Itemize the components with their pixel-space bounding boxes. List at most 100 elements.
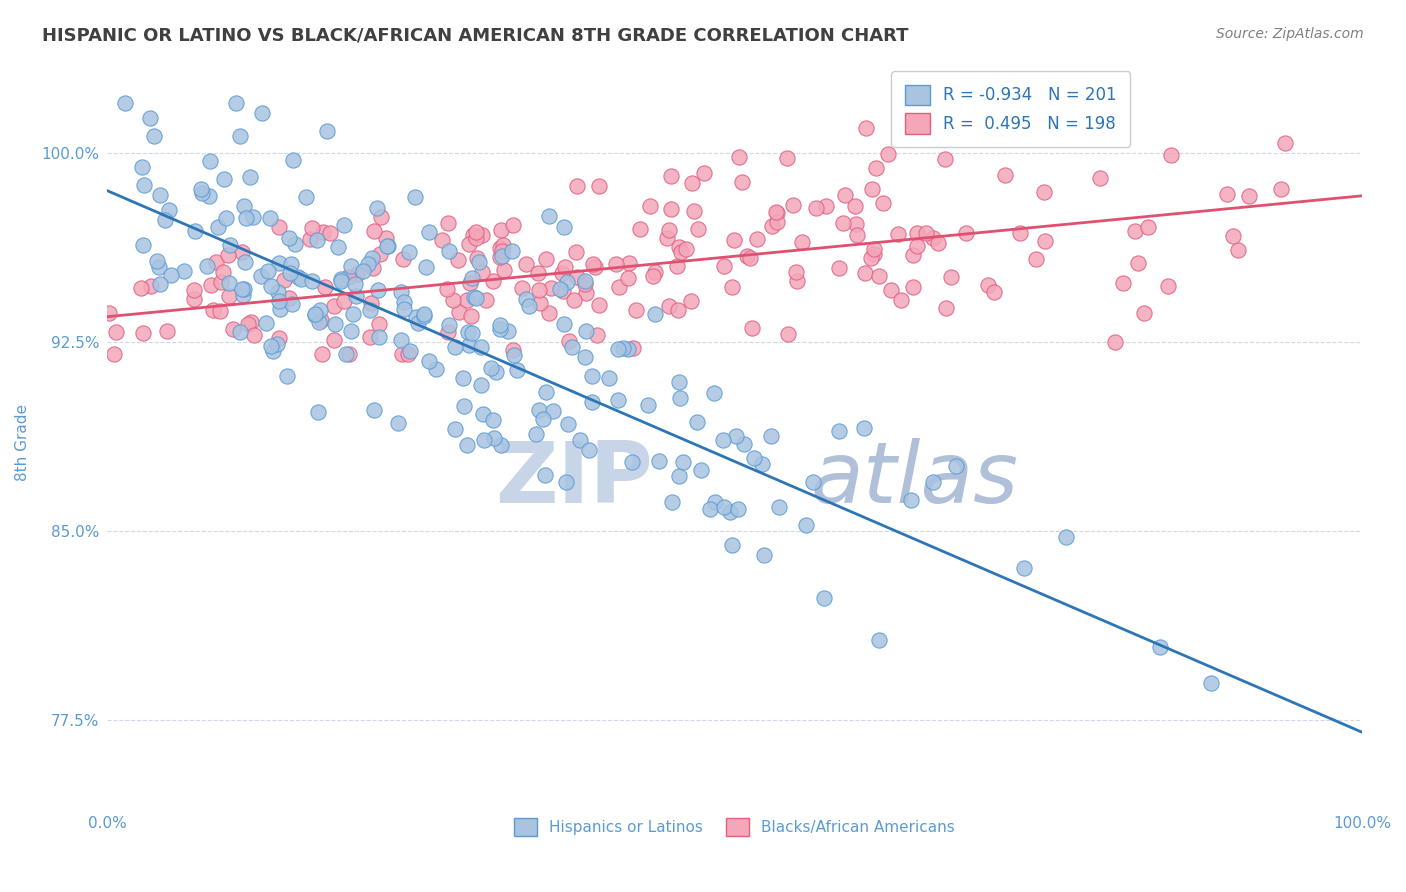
Point [326, 240, 349, 254]
Point [565, 269, 588, 284]
Point [628, 221, 651, 235]
Point [457, 236, 479, 251]
Text: atlas: atlas [810, 438, 1018, 521]
Point [311, 347, 333, 361]
Point [934, 152, 956, 166]
Point [1149, 640, 1171, 655]
Point [336, 269, 359, 284]
Point [191, 186, 214, 200]
Point [617, 342, 640, 356]
Point [682, 204, 704, 219]
Point [935, 301, 957, 315]
Point [578, 442, 600, 457]
Point [794, 517, 817, 532]
Point [129, 281, 152, 295]
Point [491, 438, 513, 452]
Point [212, 172, 235, 186]
Point [675, 242, 697, 256]
Point [1160, 147, 1182, 161]
Point [471, 265, 494, 279]
Point [375, 238, 398, 252]
Point [741, 320, 763, 334]
Point [389, 334, 412, 348]
Point [242, 210, 264, 224]
Point [863, 246, 886, 260]
Point [278, 291, 301, 305]
Point [346, 268, 368, 282]
Point [470, 340, 492, 354]
Point [202, 303, 225, 318]
Point [361, 260, 384, 275]
Point [537, 305, 560, 319]
Point [236, 317, 259, 331]
Point [444, 422, 467, 436]
Point [148, 260, 170, 274]
Point [149, 188, 172, 202]
Point [463, 227, 485, 242]
Point [804, 201, 827, 215]
Point [465, 231, 488, 245]
Point [389, 285, 412, 300]
Point [198, 154, 221, 169]
Point [939, 270, 962, 285]
Point [555, 276, 578, 290]
Point [561, 340, 583, 354]
Point [280, 257, 302, 271]
Point [153, 213, 176, 227]
Point [209, 303, 232, 318]
Point [267, 219, 290, 234]
Point [668, 239, 690, 253]
Point [661, 495, 683, 509]
Point [1216, 187, 1239, 202]
Point [557, 417, 579, 432]
Point [200, 277, 222, 292]
Point [240, 315, 263, 329]
Point [479, 360, 502, 375]
Point [231, 282, 253, 296]
Point [860, 182, 883, 196]
Point [312, 225, 335, 239]
Point [834, 188, 856, 202]
Point [361, 252, 384, 266]
Point [515, 292, 537, 306]
Point [643, 269, 665, 284]
Point [568, 434, 591, 448]
Point [485, 365, 508, 379]
Point [554, 475, 576, 490]
Point [396, 347, 419, 361]
Point [621, 454, 644, 468]
Point [503, 348, 526, 362]
Point [461, 271, 484, 285]
Point [103, 347, 125, 361]
Point [725, 429, 748, 443]
Point [517, 299, 540, 313]
Point [551, 266, 574, 280]
Point [855, 120, 877, 135]
Point [502, 218, 524, 232]
Point [367, 317, 389, 331]
Point [845, 228, 868, 243]
Point [553, 317, 575, 331]
Point [363, 224, 385, 238]
Point [538, 209, 561, 223]
Point [464, 291, 486, 305]
Point [865, 161, 887, 176]
Point [319, 226, 342, 240]
Point [344, 277, 367, 291]
Point [415, 260, 437, 274]
Point [359, 303, 381, 318]
Point [314, 280, 336, 294]
Point [1033, 235, 1056, 249]
Point [776, 327, 799, 342]
Point [733, 436, 755, 450]
Point [405, 310, 427, 324]
Point [681, 176, 703, 190]
Point [225, 95, 247, 110]
Point [436, 283, 458, 297]
Point [921, 475, 943, 489]
Point [868, 269, 890, 284]
Point [267, 256, 290, 270]
Point [955, 226, 977, 240]
Point [1012, 561, 1035, 575]
Point [681, 294, 703, 309]
